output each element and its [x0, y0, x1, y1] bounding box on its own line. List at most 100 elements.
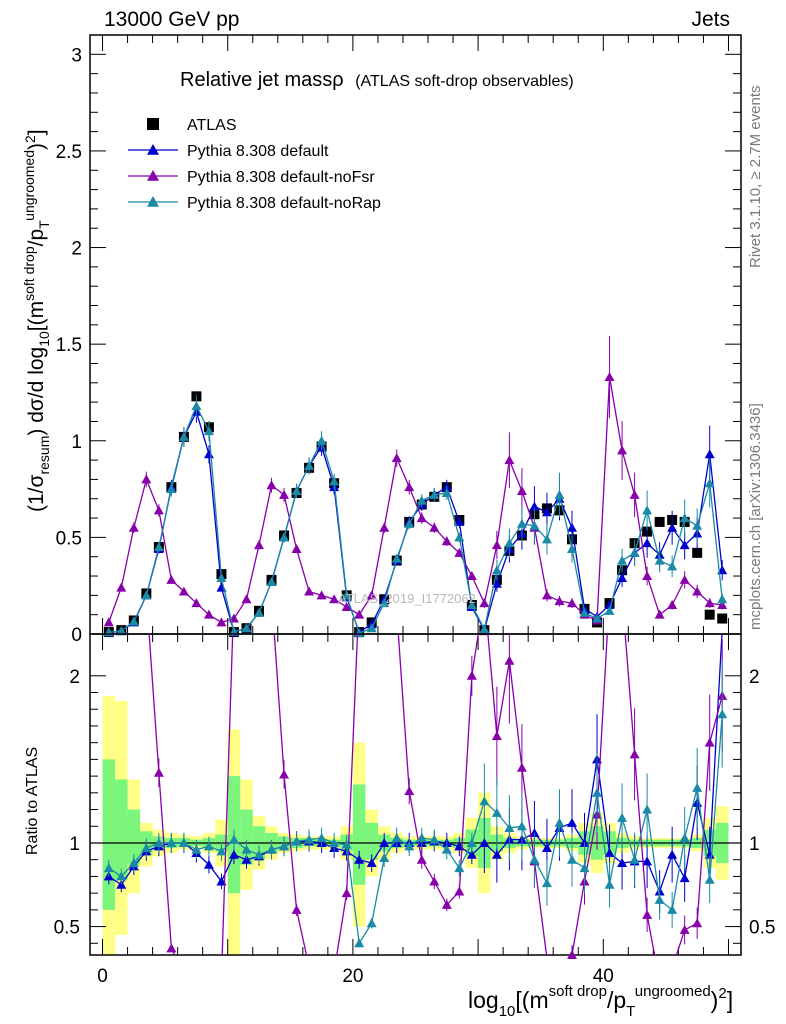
ratio-point	[717, 709, 728, 719]
data-point	[717, 594, 728, 604]
legend-marker	[147, 144, 159, 155]
ratio-point	[704, 874, 715, 884]
data-point	[354, 609, 365, 619]
data-point	[491, 565, 502, 575]
data-point	[516, 486, 527, 496]
legend-marker	[147, 196, 159, 207]
data-point	[404, 518, 415, 528]
ratio-y-tick-label-right: 2	[749, 667, 760, 688]
ratio-point	[617, 858, 628, 868]
main-panel: 0 0.5 1 1.5 2 2.5 3	[56, 34, 742, 646]
data-point	[116, 582, 127, 592]
ratio-point	[692, 918, 703, 928]
data-point	[704, 598, 715, 608]
data-point	[679, 513, 690, 523]
data-point	[566, 543, 577, 553]
ratio-point	[642, 909, 653, 919]
ratio-point	[617, 812, 628, 822]
y-tick-label: 2	[71, 239, 82, 260]
data-point	[128, 616, 139, 626]
ratio-point	[629, 854, 640, 864]
series-pythia-8-308-default-nofsr	[103, 335, 728, 627]
ratio-point	[429, 876, 440, 886]
data-point	[391, 453, 402, 463]
ratio-y-tick-label-right: 0.5	[749, 918, 775, 939]
data-point	[541, 507, 552, 517]
ratio-point	[191, 844, 202, 854]
analysis-watermark: ATLAS_2019_I1772062	[338, 591, 476, 606]
ratio-y-tick-label: 2	[69, 667, 80, 688]
data-point	[316, 435, 327, 445]
data-point	[454, 547, 465, 557]
ratio-point	[516, 762, 527, 772]
ratio-point	[216, 846, 227, 856]
data-point	[704, 609, 715, 620]
data-point	[692, 547, 703, 558]
data-point	[203, 426, 214, 436]
ratio-point	[203, 859, 214, 869]
legend-item-pythia-8-308-default: Pythia 8.308 default	[128, 143, 329, 160]
ratio-point	[366, 918, 377, 928]
data-point	[354, 628, 365, 638]
ratio-point	[604, 879, 615, 889]
ratio-point	[228, 834, 239, 844]
ratio-point	[529, 854, 540, 864]
ratio-point	[279, 841, 290, 851]
data-point	[203, 609, 214, 619]
ratio-line	[108, 634, 723, 894]
data-point	[454, 516, 465, 526]
data-point	[617, 572, 628, 582]
ratio-point	[254, 849, 265, 859]
ratio-point	[166, 837, 177, 847]
ratio-series-pythia-8-308-default-norap	[103, 660, 728, 948]
ratio-point	[566, 854, 577, 864]
data-point	[241, 594, 252, 604]
ratio-point	[592, 787, 603, 797]
ratio-point	[341, 888, 352, 898]
data-point	[391, 553, 402, 563]
ratio-band-stat	[115, 779, 128, 880]
data-point	[529, 520, 540, 530]
data-point	[642, 538, 653, 548]
data-point	[416, 513, 427, 523]
x-tick-label: 20	[342, 966, 363, 987]
data-point	[379, 522, 390, 532]
data-point	[592, 613, 603, 623]
data-point	[629, 547, 640, 557]
data-point	[654, 609, 665, 619]
data-point	[554, 489, 565, 499]
data-point	[254, 540, 265, 550]
ratio-band-stat	[102, 759, 116, 910]
ratio-point	[266, 844, 277, 854]
ratio-point	[416, 854, 427, 864]
ratio-band-stat	[127, 809, 141, 865]
ratio-point	[404, 841, 415, 851]
ratio-point	[366, 858, 377, 868]
ratio-point	[291, 836, 302, 846]
legend: ATLAS Pythia 8.308 default Pythia 8.308 de…	[128, 117, 381, 212]
ratio-point	[316, 832, 327, 842]
ratio-point	[541, 878, 552, 888]
mcplots-info: mcplots.cern.ch [arXiv:1306.3436]	[747, 403, 764, 630]
data-point	[304, 460, 315, 470]
ratio-point	[304, 834, 315, 844]
data-point	[579, 607, 590, 617]
ratio-point	[228, 849, 239, 859]
ratio-point	[541, 843, 552, 852]
ratio-band-stat	[352, 784, 366, 885]
ratio-point	[404, 786, 415, 796]
data-point	[679, 574, 690, 584]
y-tick-label: 0	[71, 625, 82, 646]
ratio-point	[566, 817, 577, 827]
ratio-point	[116, 871, 127, 881]
data-point	[604, 372, 615, 382]
data-point	[178, 586, 189, 596]
ratio-y-tick-label-right: 1	[749, 834, 760, 855]
data-point	[704, 449, 715, 459]
ratio-point	[642, 856, 653, 866]
x-axis-label: log10[(msoft drop/pTungroomed)2]	[468, 983, 733, 1020]
data-point	[191, 598, 202, 608]
ratio-y-tick-label: 0.5	[54, 918, 80, 939]
data-point	[541, 534, 552, 544]
ratio-point	[354, 854, 365, 864]
